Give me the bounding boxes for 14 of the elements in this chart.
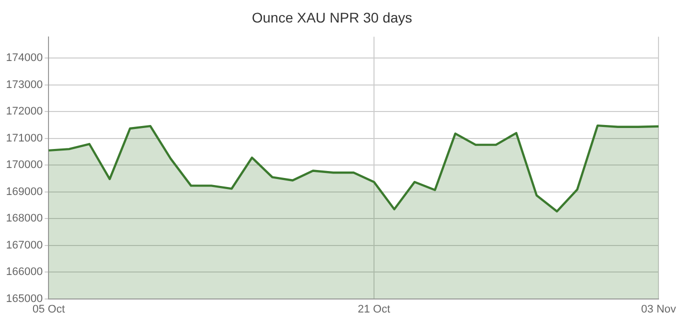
- x-tick-label: 21 Oct: [358, 303, 390, 316]
- y-tick-label: 171000: [6, 132, 43, 144]
- y-tick-label: 173000: [6, 78, 43, 91]
- y-tick-label: 165000: [6, 292, 43, 305]
- y-tick-label: 174000: [6, 52, 43, 64]
- y-tick-label: 170000: [6, 159, 43, 172]
- y-tick-label: 167000: [6, 239, 43, 252]
- y-tick-label: 166000: [6, 266, 43, 278]
- y-tick-label: 172000: [6, 106, 43, 118]
- x-tick-label: 03 Nov: [641, 303, 676, 316]
- y-tick-label: 168000: [6, 212, 43, 225]
- chart-title: Ounce XAU NPR 30 days: [252, 9, 412, 26]
- x-tick-label: 05 Oct: [32, 303, 65, 316]
- y-tick-label: 169000: [6, 186, 43, 198]
